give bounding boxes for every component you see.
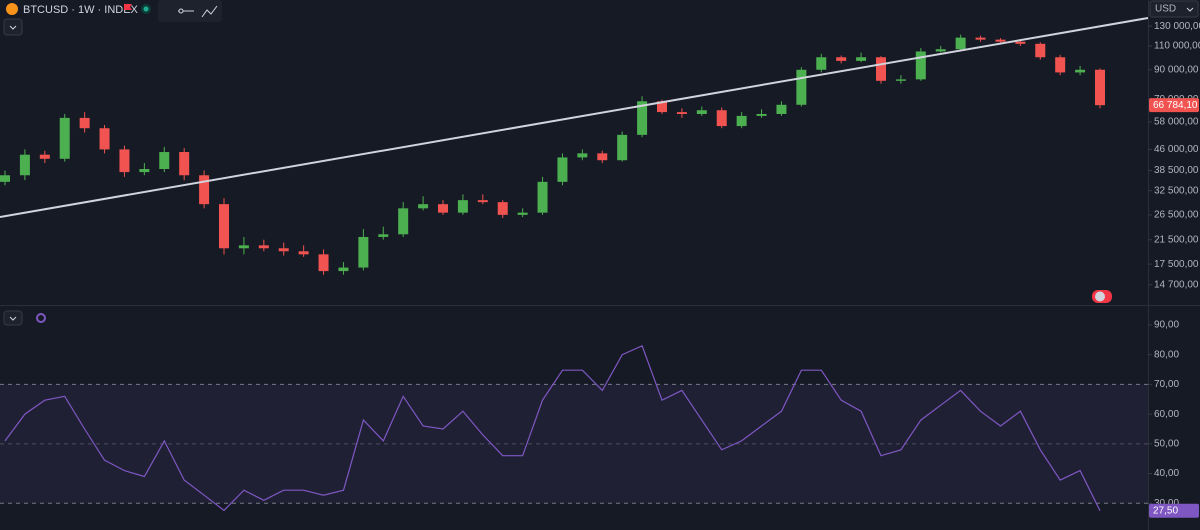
y-tick-label: 110 000,00: [1154, 41, 1200, 52]
y-tick-label: 26 500,00: [1154, 210, 1199, 221]
candle-body: [716, 110, 727, 127]
flag-icon[interactable]: [124, 4, 132, 10]
y-tick-label: 90,00: [1154, 320, 1179, 331]
candle-body: [1015, 41, 1026, 44]
y-tick-label: 17 500,00: [1154, 259, 1199, 270]
candle-body: [617, 134, 628, 161]
collapse-button[interactable]: [3, 310, 23, 326]
y-tick-label: 50,00: [1154, 438, 1179, 449]
candle-body: [796, 69, 807, 105]
candle-body: [219, 204, 229, 249]
candle-body: [457, 200, 468, 213]
candle-body: [199, 175, 210, 205]
candle-body: [836, 57, 847, 61]
y-tick-label: 60,00: [1154, 409, 1179, 420]
chevron: [1186, 7, 1194, 12]
candle-body: [657, 101, 667, 113]
candle-body: [856, 57, 867, 61]
candle-body: [119, 149, 130, 173]
event-flag: [1095, 291, 1105, 302]
candle-body: [1035, 43, 1046, 58]
candle-body: [637, 101, 648, 135]
candle-body: [676, 112, 687, 114]
candle-body: [139, 169, 150, 173]
candle-body: [557, 157, 568, 182]
candle-body: [418, 204, 429, 209]
candle-body: [696, 110, 707, 114]
rsi-line: [4, 344, 1101, 512]
y-tick-label: 58 000,00: [1154, 117, 1199, 128]
tool-pattern-icon[interactable]: [201, 5, 218, 18]
tool-dot: [178, 8, 184, 14]
candle-body: [915, 51, 926, 80]
candle-body: [318, 254, 329, 272]
y-tick-label: 46 000,00: [1154, 144, 1199, 155]
candle-body: [298, 251, 309, 255]
indicator-settings-icon[interactable]: [36, 313, 46, 323]
last-value-label: 27,50: [1153, 505, 1178, 516]
candle-body: [258, 245, 269, 249]
candle-body: [935, 49, 946, 52]
candle-body: [1095, 69, 1105, 106]
candle-body: [19, 154, 30, 176]
candle-body: [736, 115, 747, 127]
y-tick-label: 38 500,00: [1154, 165, 1199, 176]
y-tick-label: 130 000,00: [1154, 21, 1200, 32]
y-tick-label: 30,00: [1154, 498, 1179, 509]
candle-body: [159, 152, 170, 170]
chart-title: BTCUSD · 1W · INDEX: [23, 4, 139, 16]
candle-body: [79, 117, 90, 129]
candle-body: [358, 236, 369, 268]
candle-body: [975, 37, 986, 40]
candle-body: [238, 245, 249, 249]
candle-body: [517, 212, 528, 215]
last-value-box: [1149, 503, 1199, 518]
candle-body: [597, 153, 608, 161]
candle-body: [438, 204, 448, 213]
candle-body: [756, 113, 767, 116]
candle-body: [776, 104, 787, 114]
candle-body: [0, 175, 10, 182]
candle-body: [179, 152, 190, 176]
candle-body: [99, 128, 110, 150]
y-tick-label: 40,00: [1154, 468, 1179, 479]
candle-body: [39, 154, 50, 159]
candle-body: [477, 200, 488, 203]
candle-body: [876, 57, 886, 81]
candle-body: [378, 234, 389, 237]
candle-body: [995, 39, 1006, 42]
y-tick-label: 90 000,00: [1154, 64, 1199, 75]
y-tick-label: 80,00: [1154, 349, 1179, 360]
currency-button[interactable]: [1149, 0, 1199, 18]
chevron: [9, 316, 17, 321]
candle-body: [1075, 69, 1086, 73]
trend-line[interactable]: [0, 17, 1149, 218]
y-tick-label: 70,00: [1154, 379, 1179, 390]
candle-body: [816, 57, 827, 70]
y-tick-label: 32 500,00: [1154, 185, 1199, 196]
last-value-label: 66 784,10: [1153, 100, 1198, 111]
last-value-box: [1149, 98, 1199, 113]
symbol-icon: [6, 3, 18, 15]
status-dot-inner: [143, 6, 149, 12]
candle-body: [59, 117, 70, 159]
y-tick-label: 14 700,00: [1154, 279, 1199, 290]
candle-body: [577, 153, 588, 158]
candle-body: [1055, 57, 1066, 73]
candle-body: [497, 202, 508, 215]
y-tick-label: 21 500,00: [1154, 234, 1199, 245]
candle-body: [955, 37, 966, 50]
collapse-button[interactable]: [3, 18, 23, 36]
currency-label[interactable]: USD: [1155, 4, 1176, 15]
candle-body: [537, 181, 548, 213]
candle-body: [278, 248, 289, 252]
rsi-band: [0, 384, 1148, 504]
chevron: [9, 25, 17, 30]
candle-body: [338, 267, 349, 272]
candle-body: [398, 208, 409, 235]
candle-body: [895, 79, 906, 81]
